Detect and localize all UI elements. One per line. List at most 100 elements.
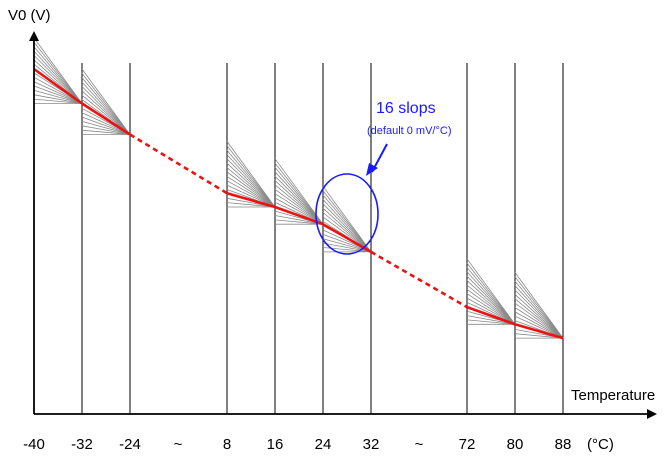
v0-segment [466, 305, 564, 340]
slope-line [81, 129, 131, 135]
slope-line [226, 202, 276, 208]
slope-line [274, 171, 324, 225]
slope-line [466, 293, 516, 325]
x-tick-label: 80 [507, 436, 524, 453]
slope-line [514, 311, 564, 339]
slope-line [226, 145, 276, 208]
slope-line [33, 85, 83, 104]
slope-line [226, 167, 276, 208]
v0-gap-dashed [129, 133, 228, 195]
slope-line [33, 42, 83, 104]
slope-line [466, 262, 516, 325]
slope-line [274, 162, 324, 225]
slope-line [322, 190, 372, 253]
x-tick-label: 8 [223, 436, 231, 453]
slope-line [226, 171, 276, 208]
slope-line [33, 37, 83, 104]
slope-line [322, 194, 372, 253]
slope-line [466, 275, 516, 325]
slope-line [226, 149, 276, 208]
slope-line [514, 281, 564, 339]
slope-line [514, 302, 564, 339]
slope-line [81, 125, 131, 135]
slope-line [226, 141, 276, 208]
v0-curve [33, 67, 564, 340]
slope-line [226, 158, 276, 208]
slope-line [81, 73, 131, 135]
slope-line [226, 176, 276, 208]
x-tick-label: ~ [174, 436, 183, 453]
slope-line [81, 68, 131, 135]
slope-line [81, 86, 131, 135]
slope-line [514, 333, 564, 339]
slope-line [466, 280, 516, 325]
x-tick-label: 88 [555, 436, 572, 453]
slope-line [274, 175, 324, 225]
x-axis-label: Temperature [571, 387, 655, 404]
slope-line [322, 242, 372, 253]
slope-line [274, 167, 324, 225]
slope-line [322, 199, 372, 253]
slope-line [322, 207, 372, 253]
slope-fans [33, 37, 564, 339]
v0-segment [226, 191, 372, 254]
slope-line [466, 288, 516, 325]
slope-line [33, 94, 83, 104]
y-axis-label: V0 (V) [8, 7, 51, 24]
slope-line [274, 184, 324, 225]
slope-line [322, 203, 372, 253]
v0-gap-dashed [370, 250, 468, 309]
slope-line [81, 81, 131, 135]
slope-line [274, 193, 324, 225]
slope-line [33, 81, 83, 104]
slope-line [33, 46, 83, 104]
x-unit-label: (°C) [587, 436, 614, 453]
slope-line [81, 77, 131, 135]
slope-line [514, 294, 564, 339]
x-tick-label: 72 [459, 436, 476, 453]
annotation-title: 16 slops [376, 100, 436, 117]
x-tick-labels: -40 -32 -24 ~8 16 24 32 ~72 80 88 [23, 436, 571, 453]
annotation-subtitle: (default 0 mV/°C) [367, 125, 451, 137]
slope-line [81, 116, 131, 135]
x-tick-label: ~ [415, 436, 424, 453]
slope-line [466, 284, 516, 325]
slope-line [514, 307, 564, 339]
x-tick-label: 16 [267, 436, 284, 453]
v0-segment [33, 67, 131, 136]
slope-line [466, 267, 516, 325]
slope-line [514, 298, 564, 339]
slope-line [466, 297, 516, 325]
slope-line [226, 163, 276, 208]
x-tick-label: 32 [363, 436, 380, 453]
slope-line [274, 158, 324, 225]
annotation-arrowhead [366, 163, 378, 176]
slope-line [322, 238, 372, 253]
slope-line [33, 50, 83, 104]
x-tick-label: -32 [71, 436, 93, 453]
slope-line [322, 186, 372, 253]
slope-line [274, 180, 324, 225]
annotation-ellipse [315, 173, 379, 255]
slope-line [514, 276, 564, 339]
slope-line [226, 154, 276, 208]
slope-line [514, 272, 564, 339]
slope-line [274, 219, 324, 225]
slope-line [226, 180, 276, 208]
slope-line [33, 90, 83, 104]
slope-line [33, 55, 83, 104]
slope-line [466, 271, 516, 325]
slope-line [514, 289, 564, 339]
slope-line [274, 197, 324, 225]
slope-line [514, 285, 564, 339]
slope-line [81, 121, 131, 135]
slope-line [466, 258, 516, 325]
slope-line [466, 319, 516, 325]
slope-line [274, 215, 324, 225]
slope-line [274, 188, 324, 225]
slope-line [33, 98, 83, 104]
x-tick-label: -40 [23, 436, 45, 453]
slope-line [322, 212, 372, 253]
